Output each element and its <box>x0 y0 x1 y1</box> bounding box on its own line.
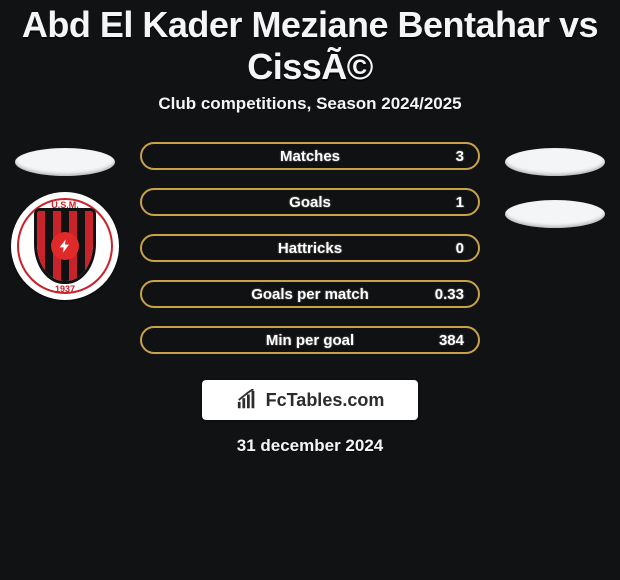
badge-shield <box>34 208 96 284</box>
stat-label: Hattricks <box>156 240 464 257</box>
stat-row: Goals per match0.33 <box>140 280 480 308</box>
right-column <box>500 142 610 354</box>
main-area: U.S.M. 1937 Matches3 Goals1 Hattricks0 Goal… <box>0 142 620 354</box>
stats-list: Matches3Goals1Hattricks0Goals per match0… <box>140 142 480 354</box>
stat-row: Min per goal384 <box>140 326 480 354</box>
stat-value: 3 <box>456 148 464 165</box>
snapshot-date: 31 december 2024 <box>237 436 384 456</box>
comparison-subtitle: Club competitions, Season 2024/2025 <box>0 94 620 142</box>
comparison-title: Abd El Kader Meziane Bentahar vs CissÃ© <box>0 0 620 94</box>
club-badge-placeholder-right <box>505 200 605 228</box>
stat-label: Min per goal <box>156 332 464 349</box>
player-photo-placeholder-right <box>505 148 605 176</box>
stat-row: Hattricks0 <box>140 234 480 262</box>
left-column: U.S.M. 1937 <box>10 142 120 354</box>
stat-value: 0 <box>456 240 464 257</box>
club-badge-left: U.S.M. 1937 <box>11 192 119 300</box>
brand-text: FcTables.com <box>266 390 385 411</box>
badge-flash-icon <box>51 232 79 260</box>
stat-value: 1 <box>456 194 464 211</box>
stat-label: Goals per match <box>156 286 464 303</box>
player-photo-placeholder-left <box>15 148 115 176</box>
footer: FcTables.com 31 december 2024 <box>0 380 620 456</box>
stat-label: Matches <box>156 148 464 165</box>
badge-year: 1937 <box>11 284 119 294</box>
stat-row: Goals1 <box>140 188 480 216</box>
chart-icon <box>236 389 258 411</box>
stat-value: 0.33 <box>435 286 464 303</box>
stat-row: Matches3 <box>140 142 480 170</box>
stat-label: Goals <box>156 194 464 211</box>
stat-value: 384 <box>439 332 464 349</box>
brand-badge: FcTables.com <box>202 380 418 420</box>
